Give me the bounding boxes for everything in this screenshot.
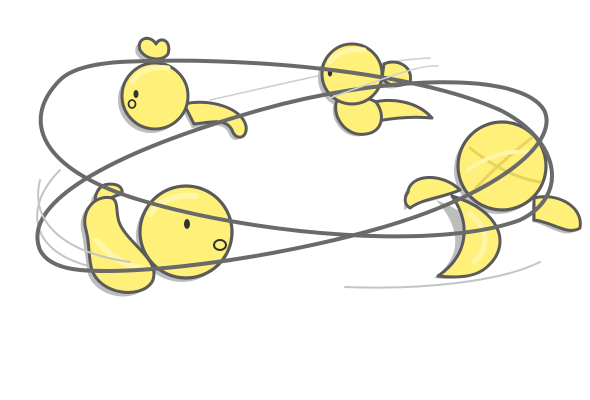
chick-right-left-wing [403, 176, 462, 210]
orbit-line-light-4 [37, 179, 131, 263]
chick-bottom-left-beak [213, 239, 227, 251]
chick-top-left-tail [182, 100, 248, 139]
chick-top-right [318, 42, 434, 137]
orbit-line-light-5 [329, 65, 439, 99]
orbit-lines-front [35, 58, 555, 273]
chick-right [403, 120, 582, 279]
chick-bottom-left [80, 182, 234, 297]
chick-bottom-left-head [138, 184, 234, 280]
chick-top-left-head [120, 61, 190, 131]
chick-top-left-tuft [137, 36, 171, 61]
orbit-line-light-1 [36, 169, 111, 271]
chick-bottom-left-eye [184, 219, 190, 229]
orbit-line-light-2 [344, 261, 541, 289]
chick-top-left-eye [133, 90, 139, 98]
orbit-line-dark-1 [38, 58, 555, 239]
chick-top-left-beak [127, 99, 137, 109]
orbit-line-dark-2 [35, 80, 549, 273]
chick-right-right-wing [532, 195, 582, 232]
chick-top-left [118, 36, 248, 141]
